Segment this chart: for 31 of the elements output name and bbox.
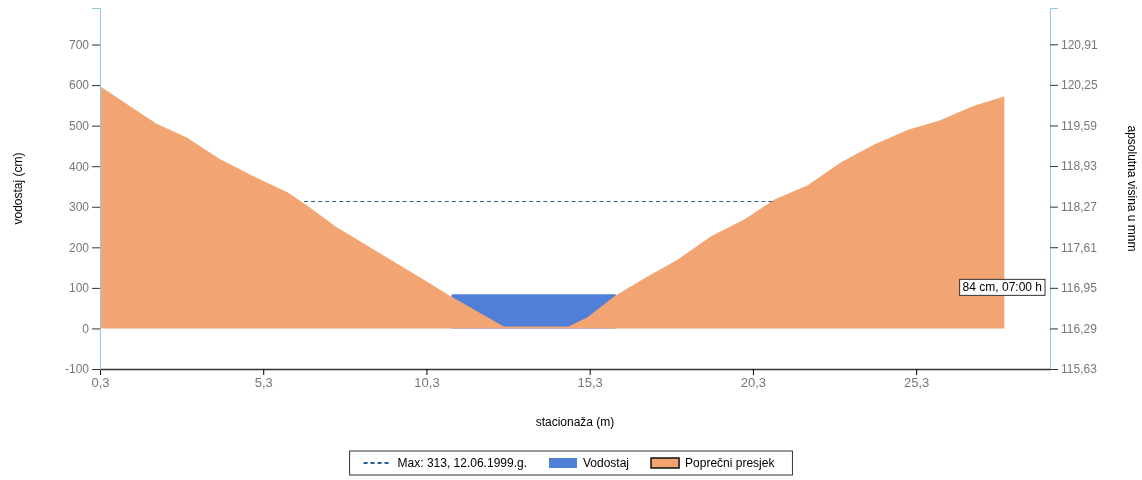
y-tick-label: 100 [68,281,90,296]
y-tick-label: 300 [68,200,90,215]
y2-axis-title: apsolutna visina u mnm [1125,125,1139,252]
x-tick-label: 25,3 [903,375,930,391]
y-tick-label: 600 [68,78,90,93]
y-tick-label: 500 [68,118,90,133]
y-tick-label: 400 [68,159,90,174]
y2-tick-label: 116,95 [1061,281,1098,296]
y2-tick-label: 117,61 [1061,240,1098,255]
annotation: 84 cm, 07:00 h [962,280,1042,295]
legend-label: Max: 313, 12.06.1999.g. [397,456,527,470]
x-axis-title: stacionaža (m) [535,415,615,429]
y-tick-label: 0 [82,321,90,336]
legend-label: Vodostaj [583,456,630,470]
y-tick-label: 200 [68,240,90,255]
x-tick-label: 0,3 [91,375,110,391]
y2-tick-label: 116,29 [1061,321,1098,336]
y-axis-title: vodostaj (cm) [11,152,25,225]
x-tick-label: 15,3 [577,375,603,391]
y2-tick-label: 120,91 [1061,37,1099,52]
x-tick-label: 20,3 [740,375,767,391]
y-tick-label: -100 [64,362,90,377]
y2-tick-label: 120,25 [1061,78,1099,93]
y2-tick-label: 118,27 [1061,199,1098,214]
y-tick-label: 700 [68,37,90,52]
y2-tick-label: 119,59 [1061,118,1098,133]
legend-label: Poprečni presjek [685,456,776,470]
x-tick-label: 10,3 [414,375,440,391]
y2-tick-label: 115,63 [1061,362,1098,377]
x-tick-label: 5,3 [254,375,273,391]
y2-tick-label: 118,93 [1061,159,1098,174]
